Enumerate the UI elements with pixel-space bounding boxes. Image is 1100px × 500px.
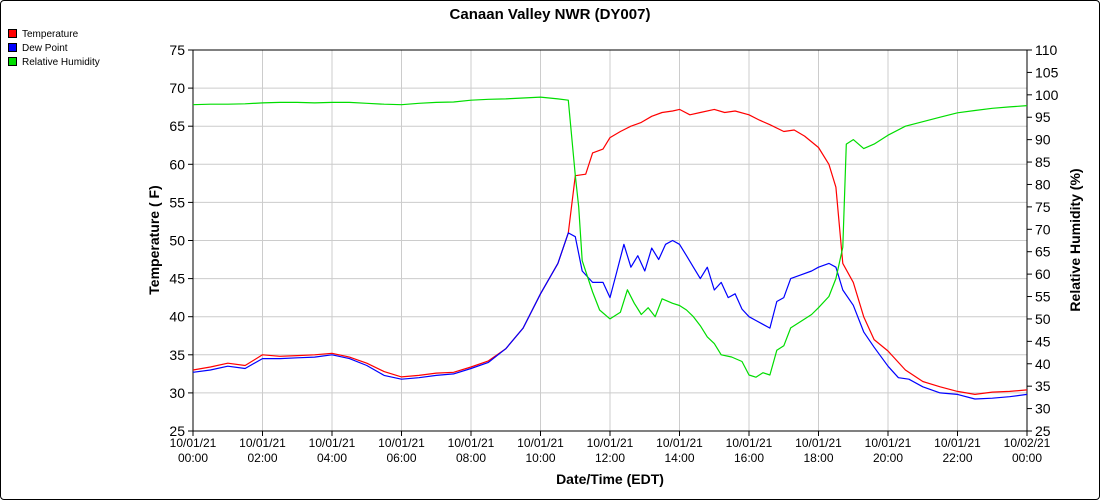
- legend-item-temperature[interactable]: Temperature: [8, 28, 100, 42]
- y-right-tick-label: 110: [1035, 42, 1058, 58]
- x-tick-label-time: 00:00: [1012, 451, 1042, 465]
- series-lines: [192, 96, 1028, 400]
- x-tick-label-date: 10/01/21: [309, 436, 356, 450]
- x-tick-label-date: 10/01/21: [795, 436, 842, 450]
- y-right-tick-label: 55: [1035, 289, 1051, 305]
- x-tick-label-date: 10/02/21: [1004, 436, 1051, 450]
- left-axis: 25 30 35 40 45 50 55 60 65 70 75: [169, 42, 193, 439]
- x-tick-label-date: 10/01/21: [865, 436, 912, 450]
- y-right-tick-label: 90: [1035, 132, 1051, 148]
- y-left-tick-label: 75: [169, 42, 185, 58]
- y-left-tick-label: 50: [169, 233, 185, 249]
- legend: Temperature Dew Point Relative Humidity: [8, 28, 100, 70]
- y-right-tick-label: 60: [1035, 266, 1051, 282]
- x-tick-label-date: 10/01/21: [587, 436, 634, 450]
- right-axis: 25 30 35 40 45 50 55 60 65 70 75 80 85 90 95 100 105 110: [1027, 42, 1059, 439]
- y-right-tick-label: 50: [1035, 311, 1051, 327]
- y-right-tick-label: 95: [1035, 109, 1051, 125]
- series-line-temperature: [192, 108, 1028, 395]
- relative-humidity-swatch: [8, 56, 17, 66]
- x-tick-label-time: 04:00: [317, 451, 347, 465]
- x-axis: 10/01/2100:0010/01/2102:0010/01/2104:001…: [170, 431, 1051, 465]
- temperature-swatch: [8, 28, 17, 38]
- y-left-tick-label: 30: [169, 385, 185, 401]
- legend-item-dew-point[interactable]: Dew Point: [8, 42, 100, 56]
- dew-point-swatch: [8, 42, 17, 52]
- x-tick-label-time: 22:00: [942, 451, 972, 465]
- y-right-tick-label: 30: [1035, 401, 1051, 417]
- x-tick-label-date: 10/01/21: [378, 436, 425, 450]
- chart-title: Canaan Valley NWR (DY007): [450, 6, 651, 23]
- x-tick-label-date: 10/01/21: [656, 436, 703, 450]
- x-tick-label-time: 20:00: [873, 451, 903, 465]
- x-tick-label-time: 16:00: [734, 451, 764, 465]
- x-tick-label-time: 06:00: [386, 451, 416, 465]
- y-right-tick-label: 70: [1035, 221, 1051, 237]
- y-right-tick-label: 45: [1035, 333, 1051, 349]
- y-right-tick-label: 35: [1035, 378, 1051, 394]
- grid: [192, 49, 1028, 432]
- y-right-tick-label: 65: [1035, 244, 1051, 260]
- x-tick-label-date: 10/01/21: [448, 436, 495, 450]
- y-left-tick-label: 25: [169, 423, 185, 439]
- x-tick-label-date: 10/01/21: [517, 436, 564, 450]
- y-left-tick-label: 60: [169, 156, 185, 172]
- y-right-tick-label: 80: [1035, 176, 1051, 192]
- x-tick-label-time: 00:00: [178, 451, 208, 465]
- legend-label-temperature: Temperature: [22, 29, 79, 40]
- y-left-tick-label: 65: [169, 118, 185, 134]
- series-line-relative-humidity: [192, 96, 1028, 378]
- x-tick-label-date: 10/01/21: [239, 436, 286, 450]
- x-tick-label-time: 02:00: [247, 451, 277, 465]
- legend-label-dew-point: Dew Point: [22, 43, 68, 54]
- x-tick-label-time: 14:00: [664, 451, 694, 465]
- y-right-tick-label: 25: [1035, 423, 1051, 439]
- legend-item-relative-humidity[interactable]: Relative Humidity: [8, 56, 100, 70]
- x-tick-label-date: 10/01/21: [170, 436, 217, 450]
- x-tick-label-date: 10/01/21: [934, 436, 981, 450]
- y-left-tick-label: 40: [169, 309, 185, 325]
- y-right-tick-label: 75: [1035, 199, 1051, 215]
- series-line-dew-point: [192, 232, 1028, 400]
- x-axis-label: Date/Time (EDT): [556, 471, 664, 487]
- y-left-tick-label: 45: [169, 271, 185, 287]
- x-tick-label-time: 10:00: [525, 451, 555, 465]
- x-tick-label-time: 12:00: [595, 451, 625, 465]
- x-tick-label-time: 08:00: [456, 451, 486, 465]
- legend-label-relative-humidity: Relative Humidity: [22, 57, 100, 68]
- y-axis-left-label: Temperature ( F): [146, 185, 162, 294]
- x-tick-label-time: 18:00: [803, 451, 833, 465]
- y-left-tick-label: 55: [169, 194, 185, 210]
- y-left-tick-label: 70: [169, 80, 185, 96]
- y-right-tick-label: 85: [1035, 154, 1051, 170]
- y-right-tick-label: 40: [1035, 356, 1051, 372]
- y-right-tick-label: 100: [1035, 87, 1059, 103]
- y-axis-right-label: Relative Humidity (%): [1067, 168, 1083, 311]
- x-tick-label-date: 10/01/21: [726, 436, 773, 450]
- y-right-tick-label: 105: [1035, 64, 1059, 80]
- y-left-tick-label: 35: [169, 347, 185, 363]
